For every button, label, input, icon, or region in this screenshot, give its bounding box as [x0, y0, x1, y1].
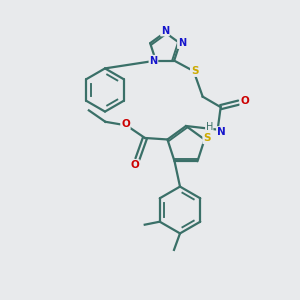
Text: N: N: [149, 56, 158, 66]
Text: O: O: [240, 96, 249, 106]
Text: O: O: [130, 160, 139, 170]
Text: H: H: [206, 122, 213, 132]
Text: O: O: [121, 119, 130, 129]
Text: S: S: [191, 66, 198, 76]
Text: N: N: [161, 26, 169, 36]
Text: S: S: [203, 133, 211, 143]
Text: N: N: [178, 38, 186, 48]
Text: N: N: [217, 127, 226, 137]
